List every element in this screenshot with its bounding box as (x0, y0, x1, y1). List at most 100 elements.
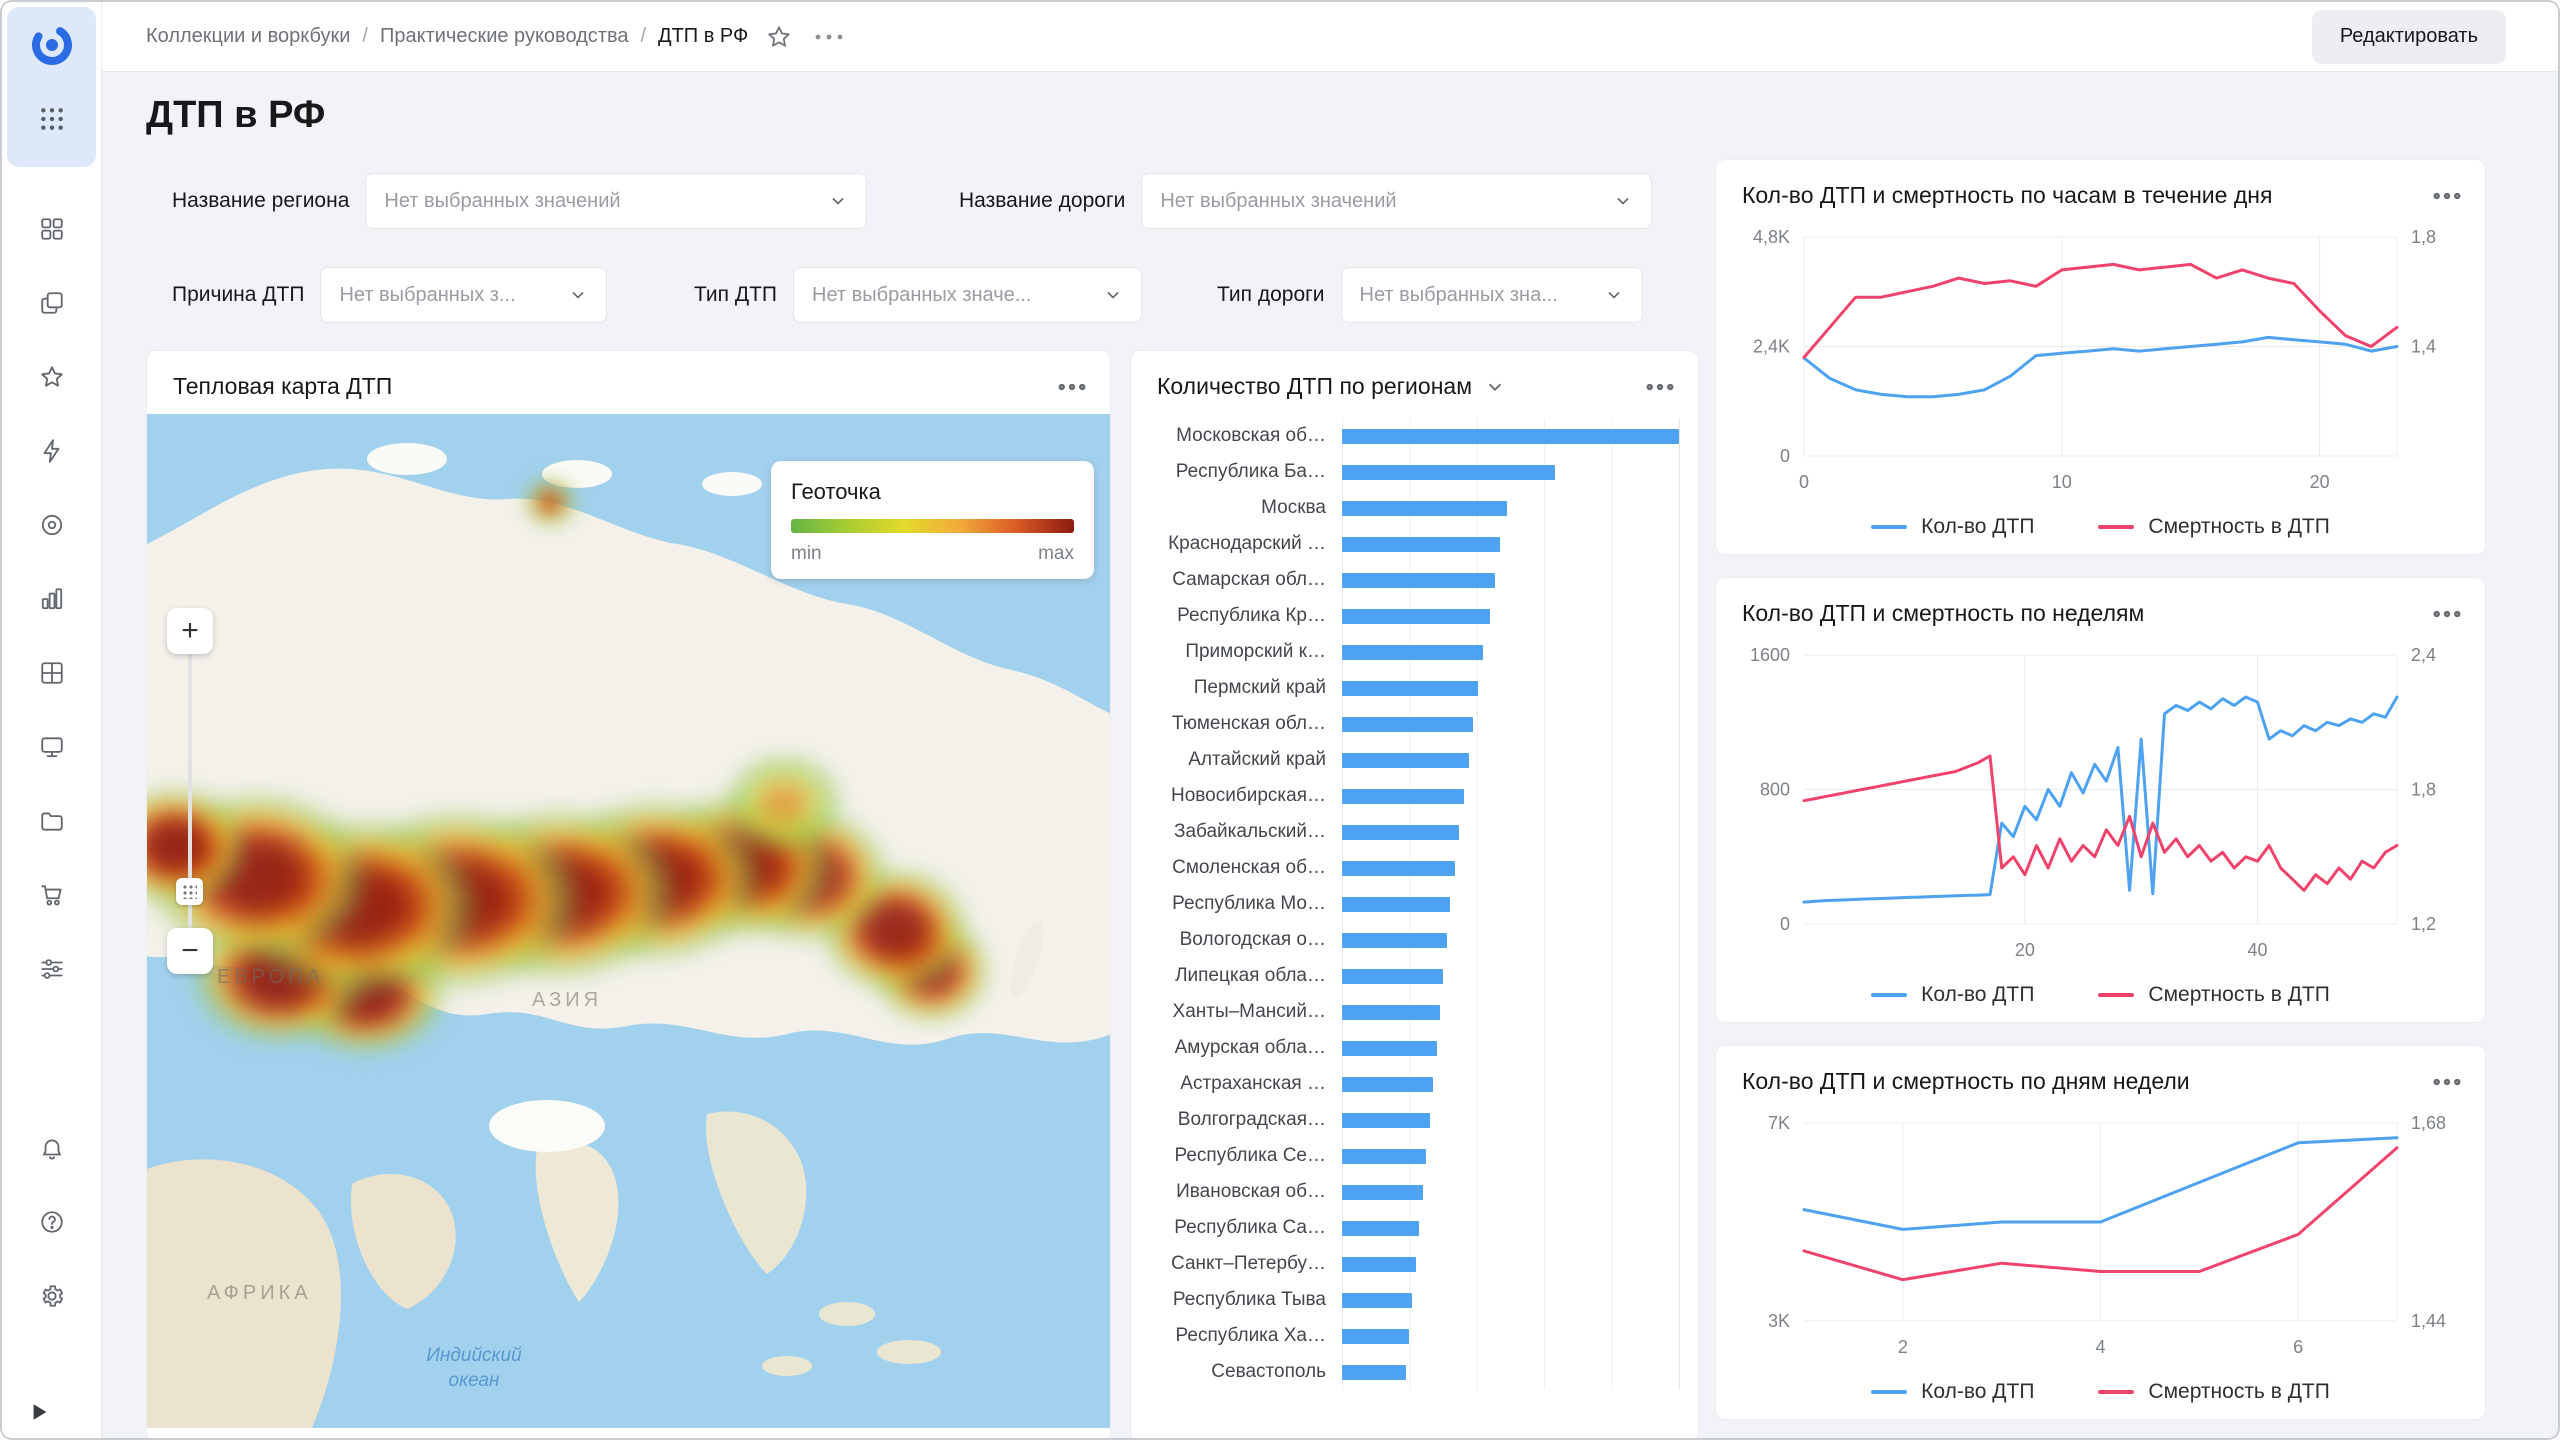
bar-row[interactable]: Республика Ба… (1131, 454, 1680, 490)
road-select[interactable]: Нет выбранных значений (1141, 173, 1652, 229)
hours-line-chart[interactable]: 02,4K4,8K1,41,801020 (1716, 223, 2485, 500)
bar-row[interactable]: Самарская обл… (1131, 562, 1680, 598)
bar-track (1342, 526, 1680, 562)
bar-row[interactable]: Амурская обла… (1131, 1030, 1680, 1066)
bar-row[interactable]: Алтайский край (1131, 742, 1680, 778)
bell-icon[interactable] (20, 1126, 84, 1170)
breadcrumb-collections[interactable]: Коллекции и воркбуки (146, 25, 350, 48)
bar-row[interactable]: Республика Тыва (1131, 1282, 1680, 1318)
bar-row[interactable]: Москва (1131, 490, 1680, 526)
select-placeholder: Нет выбранных значений (384, 190, 814, 213)
legend-item[interactable]: Кол-во ДТП (1871, 1380, 2034, 1404)
bar-label: Ханты–Мансий… (1131, 1001, 1342, 1023)
bar-row[interactable]: Краснодарский … (1131, 526, 1680, 562)
bar-row[interactable]: Севастополь (1131, 1354, 1680, 1390)
bar-label: Москва (1131, 497, 1342, 519)
more-icon[interactable] (2433, 192, 2461, 200)
bar-track (1342, 598, 1680, 634)
widgets-icon[interactable] (20, 207, 84, 251)
datalens-logo-icon[interactable] (30, 23, 74, 72)
lightning-icon[interactable] (20, 429, 84, 473)
card-title: Количество ДТП по регионам (1157, 373, 1472, 400)
bar-track (1342, 1246, 1680, 1282)
svg-text:10: 10 (2052, 472, 2072, 492)
chevron-down-icon[interactable] (1484, 376, 1506, 398)
bar-row[interactable]: Республика Са… (1131, 1210, 1680, 1246)
bar-row[interactable]: Смоленская об… (1131, 850, 1680, 886)
ruler-button[interactable] (176, 878, 203, 905)
table-icon[interactable] (20, 651, 84, 695)
bar-row[interactable]: Санкт–Петербу… (1131, 1246, 1680, 1282)
bar-row[interactable]: Липецкая обла… (1131, 958, 1680, 994)
region-select[interactable]: Нет выбранных значений (365, 173, 867, 229)
heatmap-map[interactable]: ЕВРОПА АЗИЯ АФРИКА Индийский океан Геото… (147, 414, 1111, 1428)
legend-item[interactable]: Смертность в ДТП (2098, 1380, 2329, 1404)
page-title: ДТП в РФ (146, 94, 325, 137)
bar-fill (1342, 1077, 1433, 1092)
bar-row[interactable]: Республика Кр… (1131, 598, 1680, 634)
bar-row[interactable]: Ивановская об… (1131, 1174, 1680, 1210)
star-icon[interactable] (20, 355, 84, 399)
favorite-star-icon[interactable] (766, 24, 792, 50)
sliders-icon[interactable] (20, 947, 84, 991)
more-icon[interactable] (2433, 610, 2461, 618)
bar-row[interactable]: Республика Се… (1131, 1138, 1680, 1174)
bar-row[interactable]: Пермский край (1131, 670, 1680, 706)
legend-item[interactable]: Кол-во ДТП (1871, 983, 2034, 1007)
svg-text:1,2: 1,2 (2411, 914, 2436, 934)
more-icon[interactable] (2433, 1078, 2461, 1086)
bar-fill (1342, 1365, 1406, 1380)
help-icon[interactable] (20, 1200, 84, 1244)
bar-row[interactable]: Республика Мо… (1131, 886, 1680, 922)
more-icon[interactable] (814, 33, 844, 41)
svg-text:1,44: 1,44 (2411, 1311, 2446, 1331)
bar-chart-icon[interactable] (20, 577, 84, 621)
weeks-line-chart[interactable]: 080016001,21,82,42040 (1716, 641, 2485, 968)
bar-row[interactable]: Ханты–Мансий… (1131, 994, 1680, 1030)
bar-fill (1342, 1005, 1440, 1020)
more-icon[interactable] (1058, 383, 1086, 391)
apps-grid-icon[interactable] (39, 106, 65, 137)
legend-item[interactable]: Смертность в ДТП (2098, 515, 2329, 539)
regions-bar-chart[interactable]: Московская об…Республика Ба… Москва Красно… (1131, 414, 1698, 1390)
road-type-select[interactable]: Нет выбранных зна... (1341, 267, 1643, 323)
chevron-down-icon (1604, 285, 1624, 305)
bar-label: Тюменская обл… (1131, 713, 1342, 735)
folder-icon[interactable] (20, 799, 84, 843)
bar-row[interactable]: Волгоградская… (1131, 1102, 1680, 1138)
accident-type-select[interactable]: Нет выбранных значе... (793, 267, 1142, 323)
bar-label: Смоленская об… (1131, 857, 1342, 879)
monitor-icon[interactable] (20, 725, 84, 769)
more-icon[interactable] (1646, 383, 1674, 391)
bar-row[interactable]: Астраханская … (1131, 1066, 1680, 1102)
bar-track (1342, 958, 1680, 994)
filter-cause: Причина ДТП Нет выбранных з... (172, 267, 607, 323)
bar-row[interactable]: Вологодская о… (1131, 922, 1680, 958)
gear-icon[interactable] (20, 1274, 84, 1318)
bar-track (1342, 670, 1680, 706)
expand-sidebar-icon[interactable] (32, 1403, 48, 1424)
cart-icon[interactable] (20, 873, 84, 917)
bar-row[interactable]: Приморский к… (1131, 634, 1680, 670)
legend-item[interactable]: Смертность в ДТП (2098, 983, 2329, 1007)
collections-icon[interactable] (20, 281, 84, 325)
bar-label: Амурская обла… (1131, 1037, 1342, 1059)
days-line-chart[interactable]: 3K7K1,441,68246 (1716, 1109, 2485, 1365)
bar-row[interactable]: Московская об… (1131, 418, 1680, 454)
zoom-out-button[interactable]: − (167, 928, 213, 974)
bar-row[interactable]: Новосибирская… (1131, 778, 1680, 814)
breadcrumb-guides[interactable]: Практические руководства (350, 25, 628, 48)
cause-select[interactable]: Нет выбранных з... (320, 267, 607, 323)
bar-row[interactable]: Тюменская обл… (1131, 706, 1680, 742)
filter-road-type: Тип дороги Нет выбранных зна... (1217, 267, 1643, 323)
connections-icon[interactable] (20, 503, 84, 547)
zoom-in-button[interactable]: + (167, 608, 213, 654)
edit-button[interactable]: Редактировать (2312, 10, 2506, 64)
breadcrumb-current: ДТП в РФ (628, 25, 748, 48)
legend-item[interactable]: Кол-во ДТП (1871, 515, 2034, 539)
bar-row[interactable]: Забайкальский… (1131, 814, 1680, 850)
svg-text:1,68: 1,68 (2411, 1113, 2446, 1133)
bar-row[interactable]: Республика Ха… (1131, 1318, 1680, 1354)
dashboard-content: ДТП в РФ Название региона Нет выбранных … (102, 72, 2560, 1440)
filter-accident-type: Тип ДТП Нет выбранных значе... (694, 267, 1142, 323)
